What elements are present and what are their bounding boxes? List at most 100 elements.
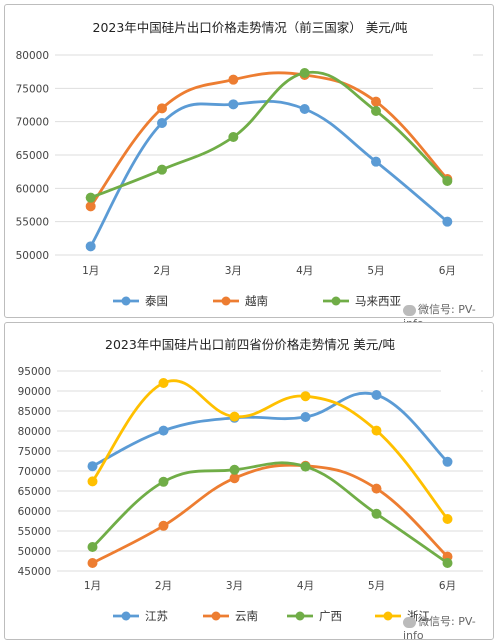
y-tick-label: 65000 (16, 150, 49, 162)
y-tick-label: 50000 (18, 546, 51, 558)
legend-swatch-dot (121, 296, 131, 306)
legend-swatch-dot (331, 296, 341, 306)
line-chart-top: 2023年中国硅片出口价格走势情况（前三国家） 美元/吨 50000 55000 60… (16, 20, 483, 308)
data-point (371, 390, 382, 400)
data-point (299, 68, 310, 78)
qr-code-icon (441, 369, 481, 409)
chart-panel-bottom: 2023年中国硅片出口前四省份价格走势情况 美元/吨 45000 50000 5500… (4, 322, 494, 642)
y-tick-label: 70000 (18, 466, 51, 478)
legend-swatch-dot (211, 611, 221, 621)
data-point (229, 464, 240, 475)
legend-item: 泰国 (113, 294, 168, 308)
series-line (89, 71, 449, 208)
x-tick-label: 5月 (367, 265, 384, 277)
x-tick-label: 1月 (82, 265, 99, 277)
data-point (300, 461, 311, 472)
x-tick-label: 3月 (226, 580, 243, 592)
x-tick-label: 2月 (153, 265, 170, 277)
data-point (85, 201, 96, 212)
legend-swatch-dot (295, 611, 305, 621)
data-point (157, 103, 167, 114)
data-point (300, 412, 311, 422)
y-tick-label: 70000 (16, 117, 49, 129)
data-point (157, 118, 167, 128)
legend-swatch-dot (121, 611, 131, 621)
legend-label: 云南 (235, 609, 258, 623)
chart-panel-top: 2023年中国硅片出口价格走势情况（前三国家） 美元/吨 50000 55000 60… (4, 4, 494, 330)
y-tick-label: 45000 (18, 566, 51, 578)
y-tick-label: 90000 (18, 386, 51, 398)
data-point (87, 542, 98, 552)
data-point (442, 558, 453, 568)
x-tick-label: 3月 (225, 265, 242, 277)
data-point (158, 476, 169, 487)
series-line (89, 70, 449, 200)
chart-title: 2023年中国硅片出口价格走势情况（前三国家） 美元/吨 (93, 20, 408, 35)
series-line (91, 391, 449, 468)
data-point (371, 156, 381, 167)
x-tick-label: 6月 (439, 580, 456, 592)
data-point (371, 508, 382, 519)
data-point (371, 425, 382, 436)
data-point (87, 558, 98, 568)
y-tick-label: 55000 (16, 217, 49, 229)
chart-title: 2023年中国硅片出口前四省份价格走势情况 美元/吨 (105, 337, 395, 352)
line-chart-bottom: 2023年中国硅片出口前四省份价格走势情况 美元/吨 45000 50000 5500… (18, 337, 483, 623)
data-point (87, 476, 98, 487)
legend-swatch-dot (221, 296, 231, 306)
series-line (91, 463, 449, 565)
legend-item: 马来西亚 (323, 294, 401, 308)
data-point (299, 104, 310, 114)
legend-label: 越南 (245, 294, 268, 308)
legend-label: 江苏 (145, 609, 168, 623)
y-tick-label: 75000 (16, 83, 49, 95)
y-tick-label: 55000 (18, 526, 51, 538)
legend-item: 越南 (213, 294, 268, 308)
series-line (89, 99, 449, 248)
legend-swatch-dot (383, 611, 393, 621)
y-tick-label: 85000 (18, 406, 51, 418)
data-point (442, 456, 453, 467)
x-tick-label: 2月 (155, 580, 172, 592)
y-tick-label: 75000 (18, 446, 51, 458)
data-point (229, 473, 240, 484)
data-point (442, 176, 453, 186)
data-point (371, 96, 381, 107)
wechat-icon (403, 304, 416, 316)
data-point (442, 514, 453, 524)
y-tick-label: 60000 (18, 506, 51, 518)
y-tick-label: 80000 (16, 50, 49, 62)
legend-item: 浙江 (375, 609, 430, 623)
data-point (87, 461, 98, 472)
data-point (228, 99, 239, 110)
legend-item: 广西 (287, 609, 342, 623)
data-point (371, 106, 381, 116)
data-point (158, 425, 169, 436)
series-line (91, 379, 449, 521)
x-tick-label: 5月 (368, 580, 385, 592)
y-tick-label: 80000 (18, 426, 51, 438)
qr-code-icon (433, 49, 473, 89)
data-point (371, 483, 382, 494)
data-point (228, 132, 239, 142)
watermark: 微信号: PV-info (403, 615, 476, 642)
y-tick-label: 65000 (18, 486, 51, 498)
data-point (228, 74, 239, 85)
data-point (442, 216, 453, 227)
series-line (91, 461, 449, 565)
data-point (158, 520, 169, 531)
data-point (157, 164, 167, 175)
wechat-icon (403, 616, 416, 628)
x-tick-label: 4月 (296, 265, 313, 277)
legend-item: 云南 (203, 609, 258, 623)
y-tick-label: 95000 (18, 366, 51, 378)
legend-label: 马来西亚 (355, 294, 401, 308)
data-point (158, 378, 169, 388)
data-point (229, 411, 240, 422)
data-point (300, 391, 311, 402)
legend-item: 江苏 (113, 609, 168, 623)
legend-label: 广西 (319, 609, 342, 623)
x-tick-label: 1月 (84, 580, 101, 592)
legend-label: 泰国 (145, 294, 168, 308)
data-point (85, 192, 96, 203)
